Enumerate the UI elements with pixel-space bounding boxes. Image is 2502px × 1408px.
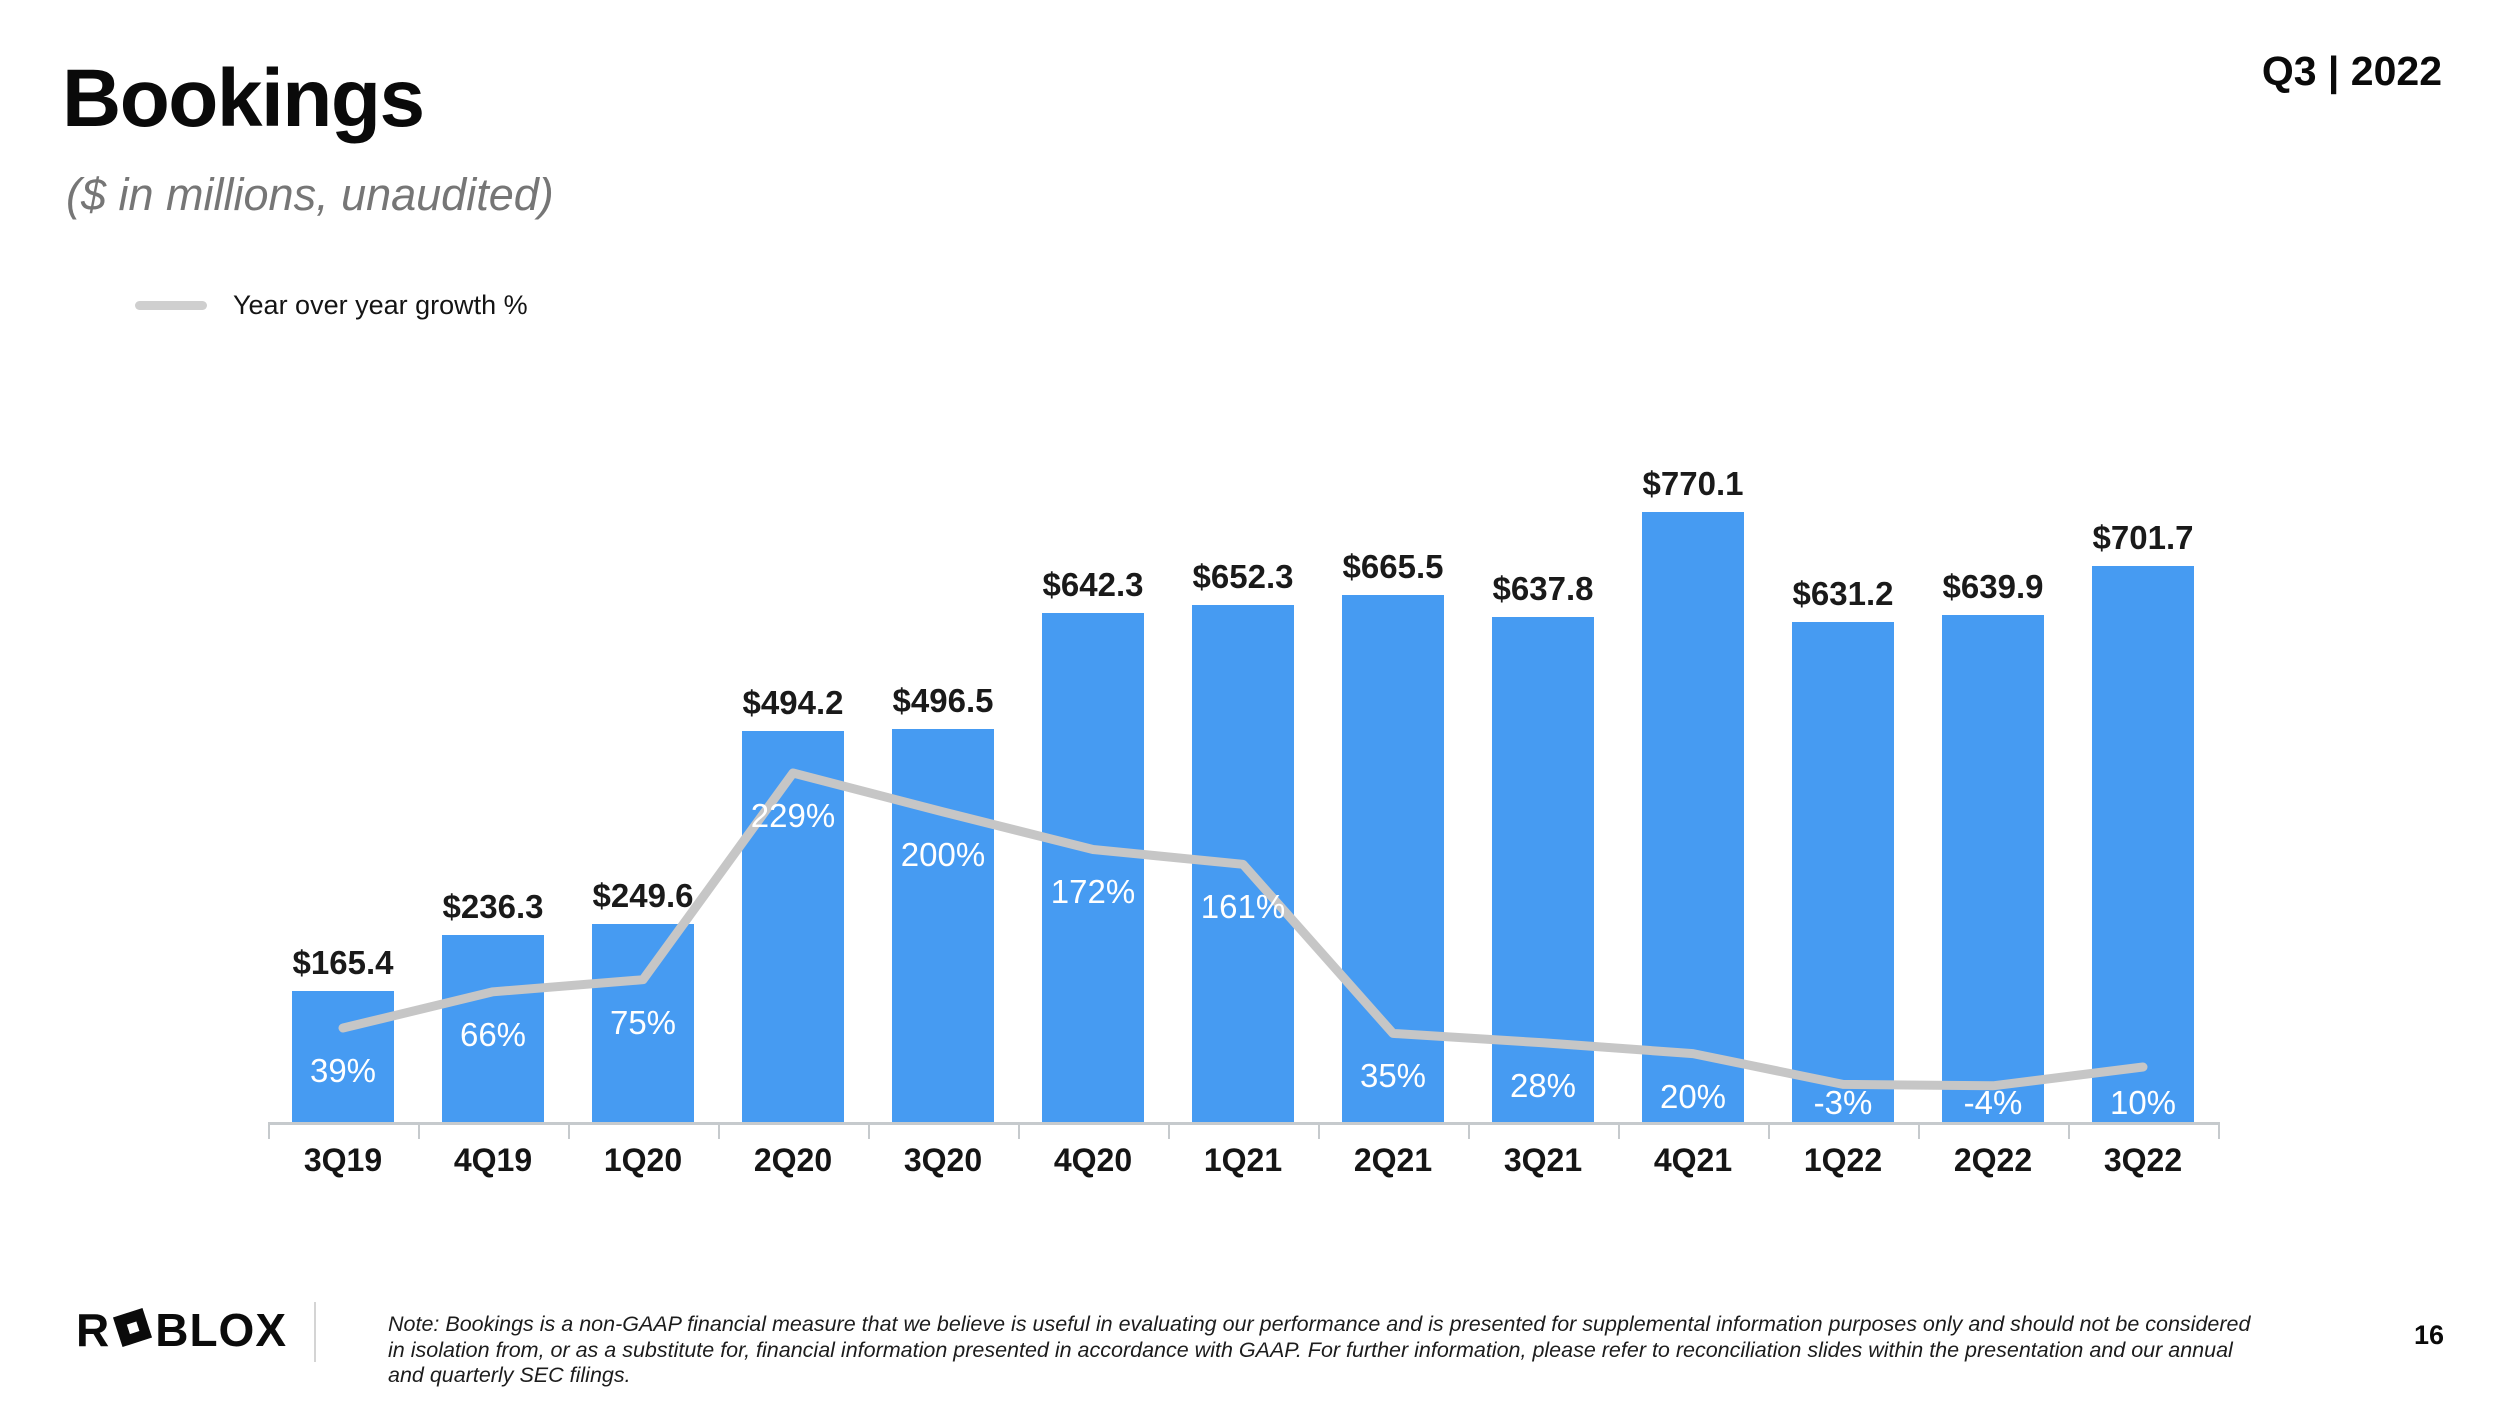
bar-value-label-2Q21: $665.5 bbox=[1342, 547, 1444, 585]
bar-value-label-1Q20: $249.6 bbox=[592, 877, 694, 915]
growth-pct-label-1Q22: -3% bbox=[1813, 1084, 1873, 1121]
growth-pct-label-3Q22: 10% bbox=[2109, 1084, 2177, 1121]
growth-pct-label-2Q21: 35% bbox=[1359, 1057, 1427, 1095]
x-axis-label-4Q20: 4Q20 bbox=[1053, 1142, 1133, 1178]
logo-text-blox: BLOX bbox=[155, 1304, 288, 1356]
bar-2Q22 bbox=[1942, 615, 2044, 1122]
x-axis-tick bbox=[2218, 1122, 2220, 1139]
bar-1Q22 bbox=[1792, 622, 1894, 1122]
bar-value-label-4Q19: $236.3 bbox=[442, 887, 544, 925]
bar-value-label-3Q20: $496.5 bbox=[892, 681, 994, 719]
growth-pct-label-4Q19: 66% bbox=[459, 1015, 527, 1053]
period-badge: Q3 | 2022 bbox=[2261, 48, 2442, 94]
bar-1Q21 bbox=[1192, 605, 1294, 1122]
x-axis-label-4Q19: 4Q19 bbox=[453, 1142, 533, 1178]
bar-3Q20 bbox=[892, 728, 994, 1122]
bar-value-label-3Q22: $701.7 bbox=[2092, 519, 2194, 557]
x-axis-tick bbox=[1318, 1122, 1320, 1139]
roblox-logo: R BLOX bbox=[76, 1304, 288, 1356]
x-axis-tick bbox=[1468, 1122, 1470, 1139]
bar-value-label-3Q19: $165.4 bbox=[292, 944, 394, 981]
x-axis-tick bbox=[1918, 1122, 1920, 1139]
bar-value-label-2Q20: $494.2 bbox=[742, 683, 844, 721]
x-axis-tick bbox=[418, 1122, 420, 1139]
x-axis-label-1Q22: 1Q22 bbox=[1803, 1142, 1883, 1178]
page-subtitle: ($ in millions, unaudited) bbox=[66, 169, 554, 220]
footnote: Note: Bookings is a non-GAAP financial m… bbox=[388, 1312, 2250, 1389]
footer-divider bbox=[314, 1302, 316, 1362]
x-axis-line bbox=[268, 1122, 2218, 1125]
growth-pct-label-3Q19: 39% bbox=[309, 1052, 377, 1090]
x-axis-label-2Q21: 2Q21 bbox=[1353, 1142, 1433, 1178]
x-axis-label-3Q21: 3Q21 bbox=[1503, 1142, 1583, 1178]
page-title: Bookings bbox=[62, 53, 425, 144]
page-number: 16 bbox=[2413, 1320, 2444, 1350]
growth-pct-label-2Q22: -4% bbox=[1963, 1084, 2023, 1121]
x-axis-tick bbox=[1618, 1122, 1620, 1139]
bar-3Q21 bbox=[1492, 616, 1594, 1122]
bar-3Q22 bbox=[2092, 566, 2194, 1122]
x-axis-tick bbox=[718, 1122, 720, 1139]
legend-label: Year over year growth % bbox=[233, 290, 528, 320]
bar-4Q21 bbox=[1642, 512, 1744, 1122]
x-axis-tick bbox=[1768, 1122, 1770, 1139]
bar-value-label-2Q22: $639.9 bbox=[1942, 568, 2044, 606]
footnote-line: Note: Bookings is a non-GAAP financial m… bbox=[388, 1312, 2251, 1336]
bar-2Q21 bbox=[1342, 594, 1444, 1122]
x-axis-tick bbox=[2068, 1122, 2070, 1139]
x-axis-label-4Q21: 4Q21 bbox=[1653, 1142, 1733, 1178]
bar-value-label-1Q21: $652.3 bbox=[1192, 558, 1294, 596]
x-axis-tick bbox=[1168, 1122, 1170, 1139]
logo-text-r: R bbox=[76, 1304, 111, 1356]
roblox-tilted-square-icon bbox=[113, 1307, 153, 1347]
x-axis-tick bbox=[1018, 1122, 1020, 1139]
growth-pct-label-1Q20: 75% bbox=[609, 1003, 677, 1041]
bar-value-label-4Q21: $770.1 bbox=[1642, 465, 1744, 503]
bar-2Q20 bbox=[742, 730, 844, 1122]
x-axis-label-3Q22: 3Q22 bbox=[2103, 1142, 2183, 1178]
growth-pct-label-3Q21: 28% bbox=[1509, 1066, 1577, 1104]
x-axis-label-3Q19: 3Q19 bbox=[303, 1142, 383, 1178]
x-axis-label-3Q20: 3Q20 bbox=[903, 1142, 983, 1178]
legend: Year over year growth % bbox=[135, 290, 528, 321]
x-axis-tick bbox=[868, 1122, 870, 1139]
bar-value-label-3Q21: $637.8 bbox=[1492, 569, 1594, 607]
bar-4Q20 bbox=[1042, 613, 1144, 1122]
growth-pct-label-3Q20: 200% bbox=[900, 835, 986, 873]
growth-line-swatch-icon bbox=[135, 301, 207, 310]
x-axis-tick bbox=[568, 1122, 570, 1139]
growth-pct-label-2Q20: 229% bbox=[750, 796, 836, 834]
x-axis-label-2Q22: 2Q22 bbox=[1953, 1142, 2033, 1178]
growth-pct-label-1Q21: 161% bbox=[1200, 888, 1286, 926]
x-axis-tick bbox=[268, 1122, 270, 1139]
footnote-line: and quarterly SEC filings. bbox=[388, 1363, 631, 1387]
x-axis-label-1Q20: 1Q20 bbox=[603, 1142, 683, 1178]
bar-value-label-1Q22: $631.2 bbox=[1792, 575, 1894, 613]
growth-pct-label-4Q21: 20% bbox=[1659, 1077, 1727, 1115]
logo-square-hole bbox=[126, 1320, 140, 1334]
x-axis-label-1Q21: 1Q21 bbox=[1203, 1142, 1283, 1178]
growth-pct-label-4Q20: 172% bbox=[1050, 873, 1136, 911]
bar-value-label-4Q20: $642.3 bbox=[1042, 566, 1144, 604]
footnote-line: in isolation from, or as a substitute fo… bbox=[388, 1337, 2233, 1362]
x-axis-label-2Q20: 2Q20 bbox=[753, 1142, 833, 1178]
